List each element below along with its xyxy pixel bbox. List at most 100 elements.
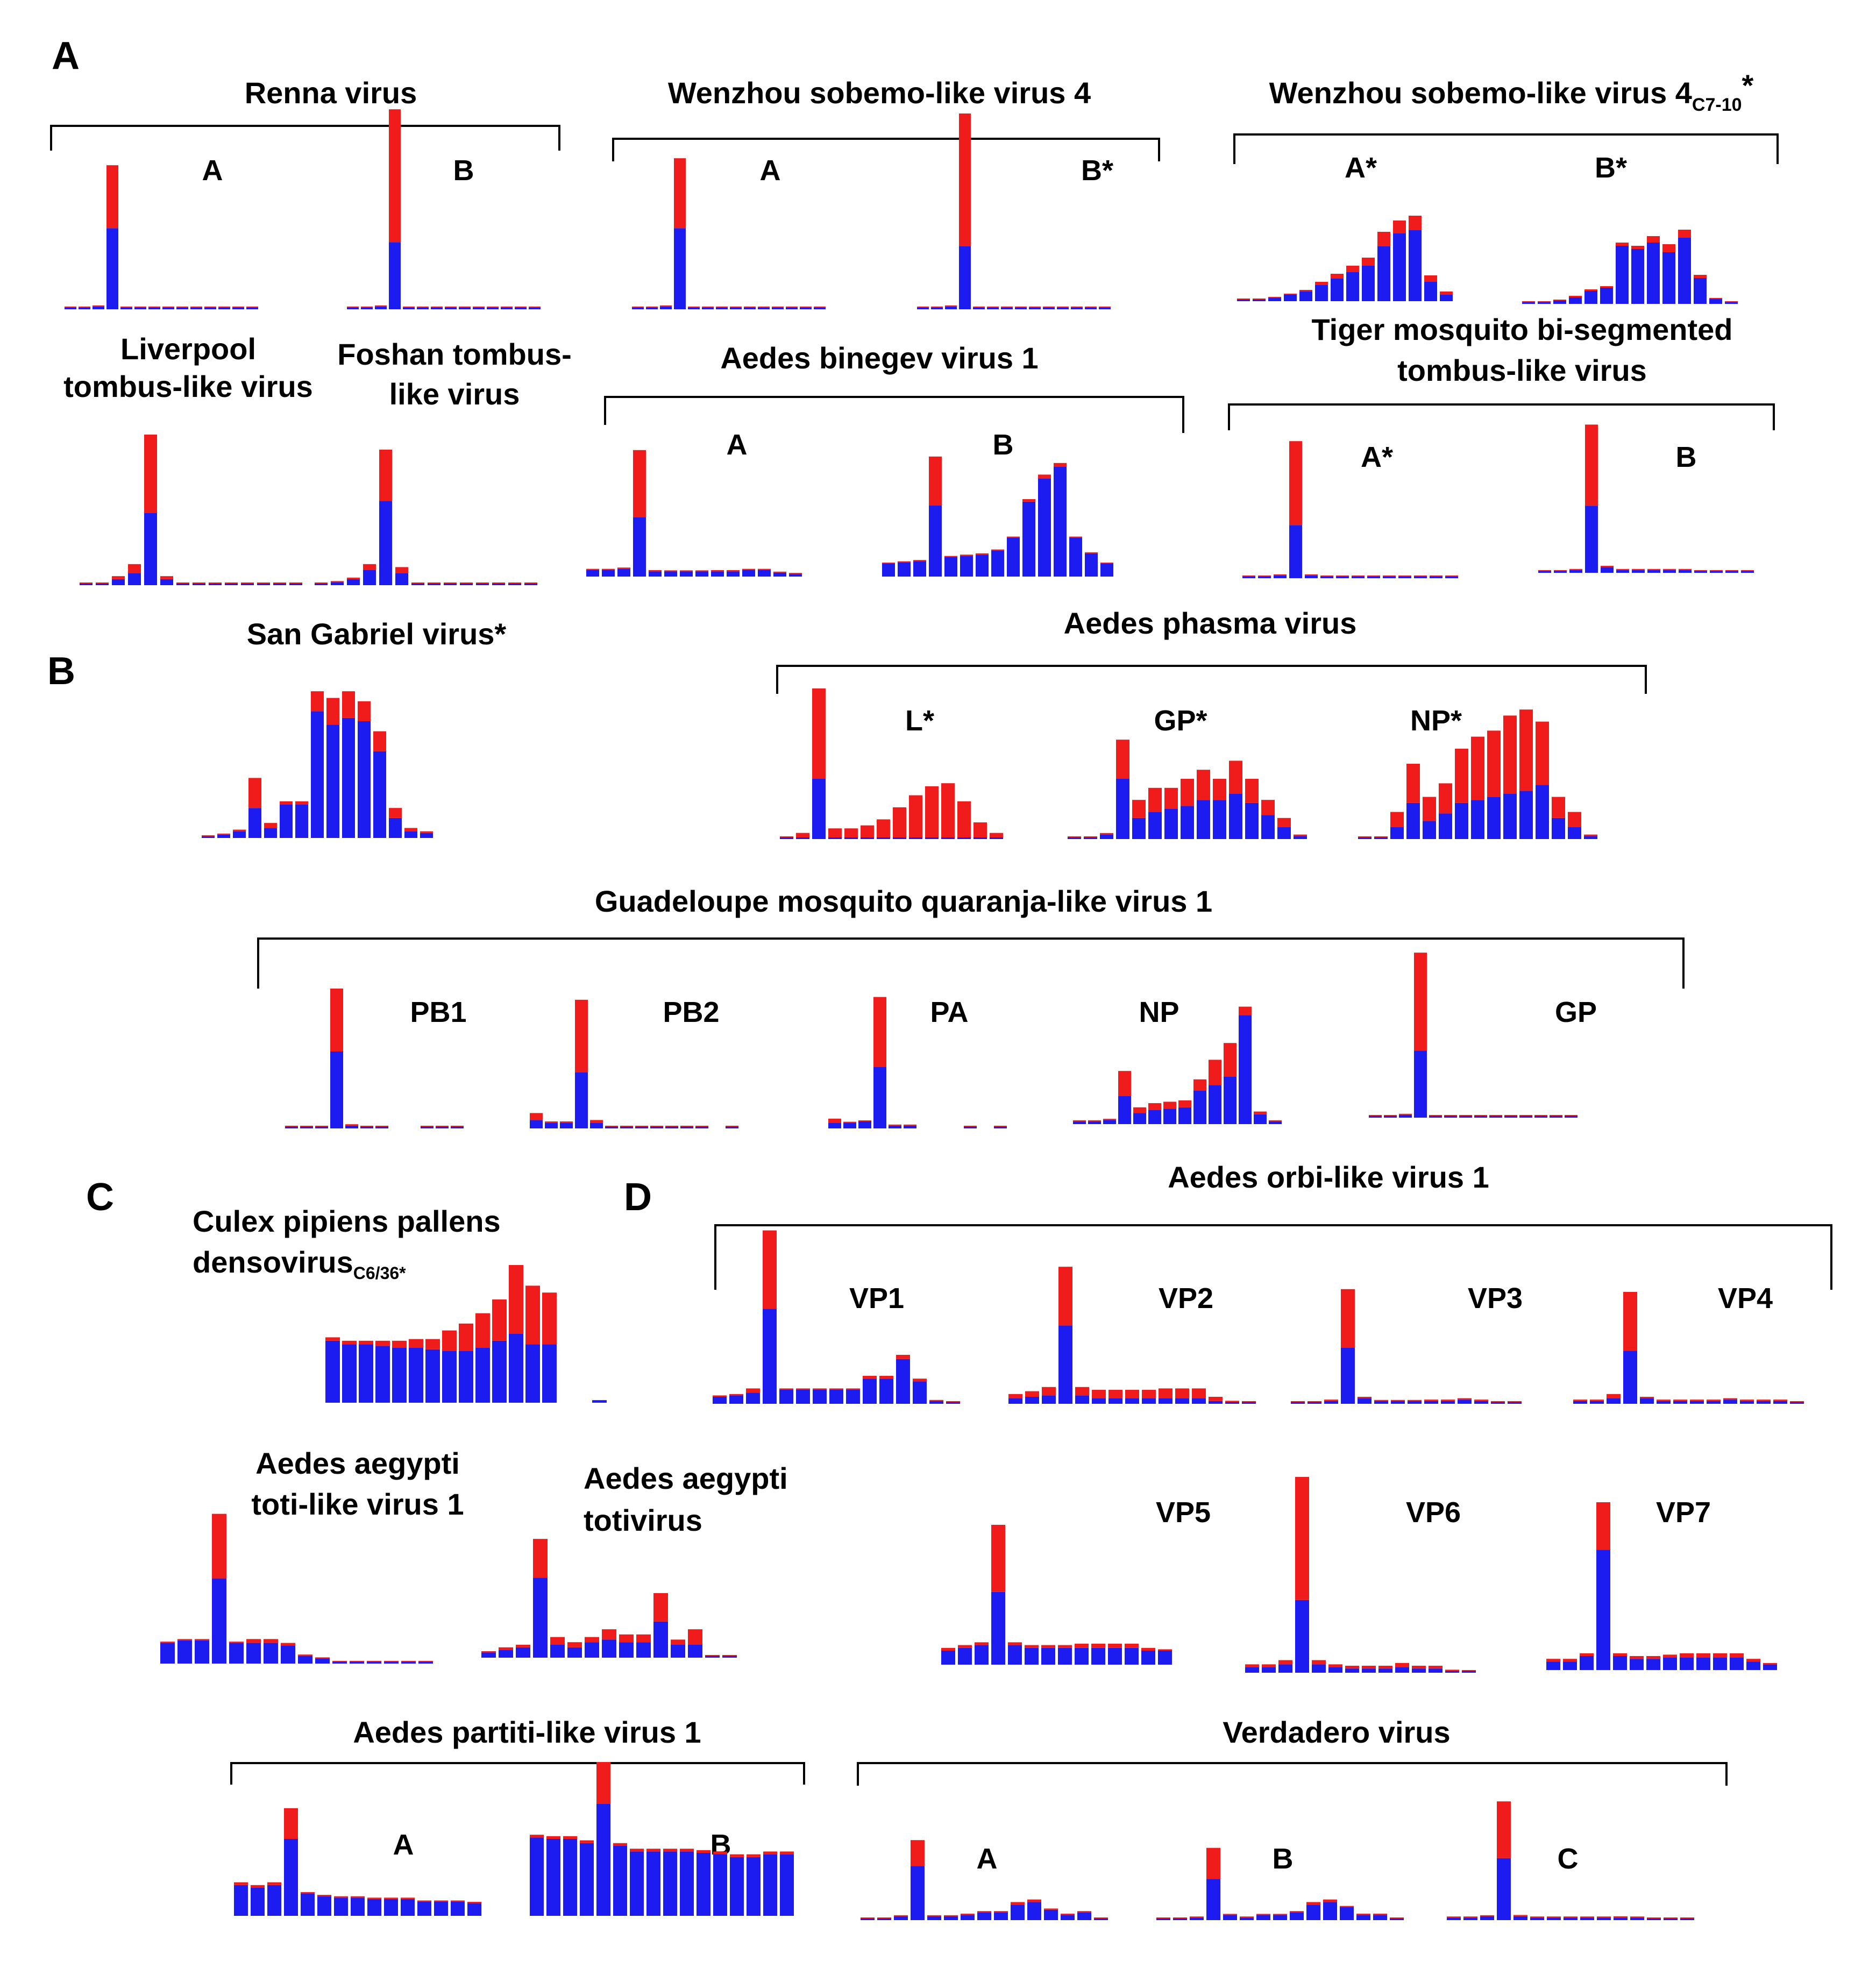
renna-seg1-bar9-red (473, 307, 485, 308)
foshan-seg0-bar4-red (379, 450, 392, 501)
binegev-seg1-bar14-blue (1100, 564, 1113, 577)
tiger-seg0-bar3-red (1289, 441, 1302, 525)
orbi-seg3-bar13-blue (1790, 1402, 1804, 1404)
verdadero-seg1-bar6-blue (1256, 1915, 1270, 1920)
tiger-seg0-bar0-blue (1242, 577, 1255, 578)
totivirus-seg0-bar10-blue (653, 1621, 668, 1658)
sangabriel-seg0-bar14-blue (420, 833, 433, 838)
renna-seg0-bar7-blue (162, 308, 174, 309)
renna-seg0-bar13-blue (246, 308, 258, 309)
partiti-seg1-bar10-blue (697, 1853, 710, 1916)
foshan-seg0-bar3-red (363, 564, 376, 570)
totilike-seg0-bar9-red (315, 1657, 330, 1659)
totilike-seg0-bar6-red (264, 1639, 278, 1643)
phasma-seg0-bar10-blue (941, 837, 955, 839)
orbi-seg2-bar0-red (1291, 1401, 1305, 1402)
seg-label-wenzhou4c7-a: A* (1345, 152, 1377, 184)
quaranja-seg4-bar6-red (1459, 1115, 1472, 1116)
orbi-seg6-bar6-blue (1646, 1659, 1660, 1670)
orbi-seg1-bar5-red (1092, 1390, 1106, 1398)
orbi-seg4-bar13-red (1158, 1649, 1172, 1651)
wenzhou4c7-seg0-bar0-blue (1237, 300, 1250, 301)
quaranja-seg1-bar9-blue (665, 1127, 678, 1128)
binegev-seg0-bar13-blue (789, 574, 802, 577)
wenzhou4-seg1-bar9-blue (1043, 308, 1055, 309)
verdadero-seg0-bar1-red (877, 1917, 891, 1919)
phasma-seg1-bar1-red (1084, 836, 1097, 837)
binegev-seg0-bar6-blue (680, 571, 693, 577)
orbi-seg5-bar13-blue (1462, 1671, 1476, 1673)
orbi-seg6-bar2-red (1580, 1653, 1594, 1656)
quaranja-seg0-bar6-blue (375, 1127, 388, 1128)
tiger-seg0-bar7-red (1352, 576, 1365, 577)
binegev-seg1-bar7-blue (991, 551, 1004, 577)
tiger-seg1-bar8-red (1663, 569, 1676, 570)
quaranja-seg3-bar10-red (1224, 1043, 1237, 1077)
totilike-seg0-bar4-red (229, 1642, 244, 1643)
quaranja-seg3-bar6-red (1163, 1102, 1176, 1109)
tiger-seg0-bar13-blue (1445, 577, 1458, 578)
binegev-seg0-bar5-blue (664, 571, 677, 577)
binegev-seg1-bar6-red (976, 553, 989, 555)
orbi-seg4-bar5-red (1025, 1645, 1039, 1648)
wenzhou4c7-seg0-bar5-blue (1315, 285, 1328, 301)
totilike-seg0-bar14-red (401, 1661, 416, 1662)
foshan-seg0-bar11-blue (492, 584, 505, 585)
binegev-seg1-bar6-blue (976, 555, 989, 577)
wenzhou4-seg1-bar4-blue (973, 308, 985, 309)
sangabriel-seg0-bar11-red (373, 731, 386, 751)
bracket-orbi (714, 1224, 1832, 1290)
wenzhou4-seg1-bar10-red (1057, 307, 1069, 308)
partiti-seg1-bar10-red (697, 1850, 710, 1853)
wenzhou4c7-seg0-bar4-blue (1299, 292, 1312, 301)
liverpool-seg0-bar11-blue (257, 584, 270, 585)
orbi-seg6-bar7-red (1663, 1654, 1677, 1658)
quaranja-seg4-bar1-blue (1384, 1116, 1397, 1118)
quaranja-seg3-bar4-blue (1133, 1113, 1146, 1124)
phasma-seg0-bar12-red (973, 822, 987, 837)
wenzhou4-seg0-bar6-red (716, 307, 728, 308)
renna-seg0-bar0-blue (65, 308, 76, 309)
title-guadeloupe-mosquito-quaranja-like-virus-1: Guadeloupe mosquito quaranja-like virus … (595, 884, 1212, 918)
totilike-seg0-bar8-blue (298, 1656, 312, 1664)
totivirus-seg0-bar5-blue (567, 1647, 582, 1658)
verdadero-seg1-bar11-blue (1340, 1907, 1354, 1920)
orbi-seg5-bar10-blue (1412, 1668, 1426, 1673)
orbi-seg2-bar5-red (1374, 1399, 1388, 1401)
quaranja-seg0-bar0-red (285, 1126, 298, 1127)
partiti-seg1-bar5-red (613, 1843, 627, 1846)
totivirus-seg0-bar0-red (481, 1651, 496, 1653)
renna-seg0-bar12-blue (232, 308, 244, 309)
quaranja-seg1-bar0-blue (530, 1120, 543, 1128)
foshan-seg0-bar8-blue (444, 584, 457, 585)
phasma-seg1-bar14-red (1294, 834, 1307, 836)
foshan-seg0-bar12-red (508, 582, 521, 584)
title-totivirus-line2: totivirus (584, 1503, 702, 1537)
orbi-seg5-bar6-blue (1345, 1668, 1359, 1673)
wenzhou4c7-seg0-bar8-red (1362, 258, 1375, 266)
phasma-seg2-bar7-red (1471, 736, 1484, 800)
totilike-seg0-bar12-red (367, 1661, 381, 1662)
partiti-seg1-bar0-blue (530, 1837, 544, 1916)
seg-label-renna-b: B (453, 154, 474, 187)
renna-seg1-bar3-red (389, 109, 401, 243)
tiger-seg1-bar2-blue (1569, 570, 1582, 573)
renna-seg0-bar0-red (65, 307, 76, 308)
phasma-seg2-bar3-blue (1406, 802, 1420, 839)
seg-label-renna-a: A (202, 154, 223, 187)
orbi-seg4-bar4-red (1008, 1642, 1022, 1645)
phasma-seg2-bar11-red (1536, 721, 1549, 785)
orbi-seg3-bar0-red (1573, 1399, 1587, 1401)
binegev-seg1-bar13-blue (1085, 553, 1098, 577)
orbi-seg0-bar14-red (946, 1401, 960, 1402)
verdadero-seg1-bar12-red (1356, 1914, 1370, 1915)
bracket-binegev (604, 396, 1184, 433)
partiti-seg0-bar10-red (401, 1898, 415, 1899)
binegev-seg0-bar2-blue (617, 569, 630, 577)
orbi-seg5-bar7-red (1362, 1666, 1376, 1669)
partiti-seg0-bar12-red (434, 1900, 448, 1902)
liverpool-seg0-bar4-red (144, 435, 157, 513)
bracket-verdadero (857, 1762, 1728, 1786)
binegev-seg1-bar3-red (929, 456, 942, 506)
quaranja-seg0-bar4-blue (345, 1125, 358, 1128)
